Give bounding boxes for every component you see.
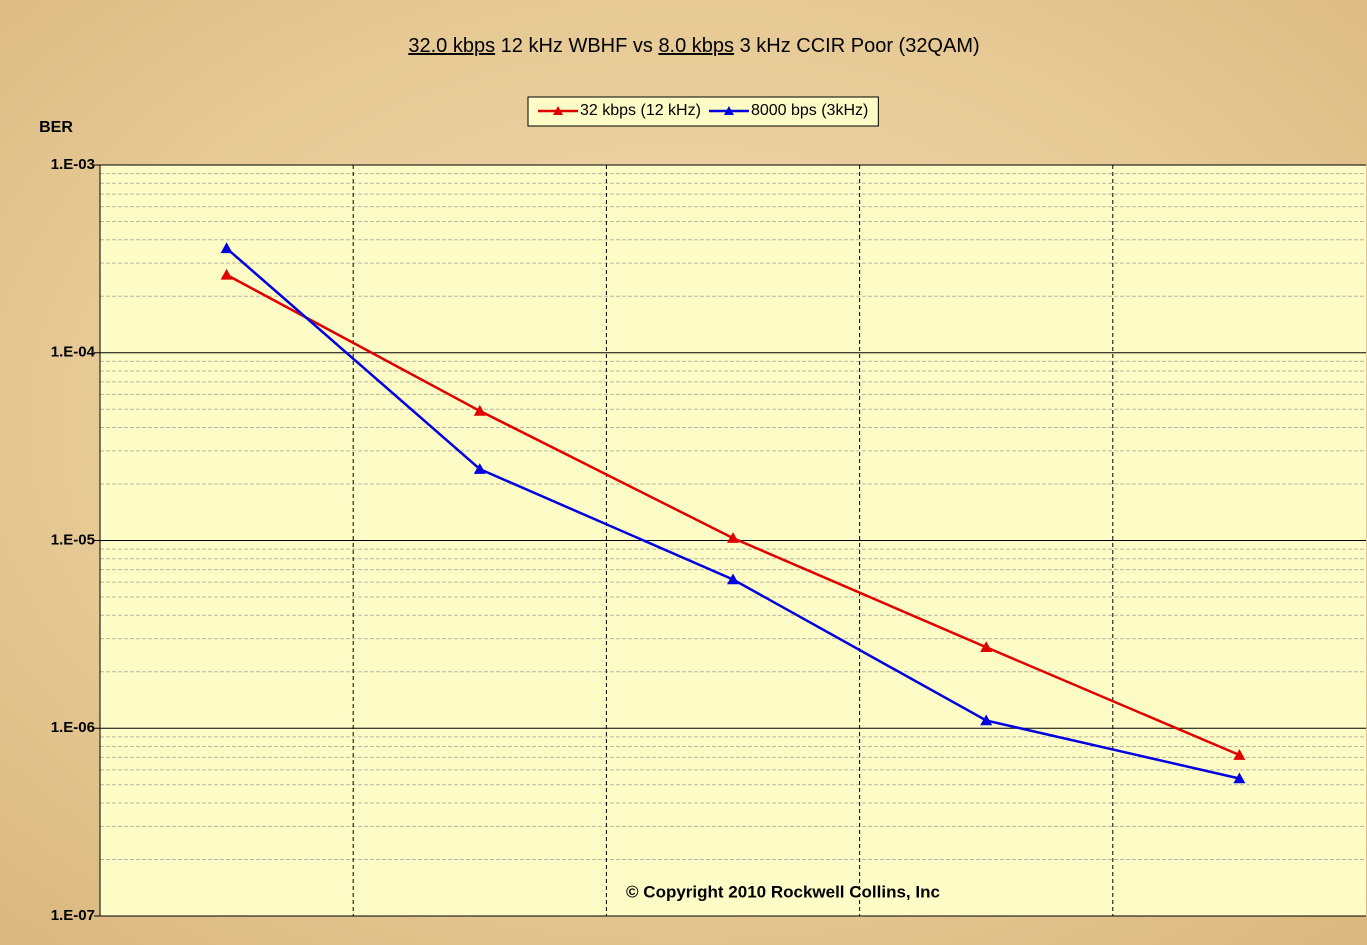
legend-box xyxy=(527,96,879,127)
marker xyxy=(473,463,486,474)
y-tick-label: 1.E-04 xyxy=(51,344,96,361)
title-part: 3 kHz CCIR Poor (32QAM) xyxy=(734,35,980,57)
y-tick-label: 1.E-06 xyxy=(51,719,95,736)
chart-title: 32.0 kbps 12 kHz WBHF vs 8.0 kbps 3 kHz … xyxy=(408,35,979,57)
legend-marker xyxy=(723,106,734,115)
title-part: 12 kHz WBHF vs xyxy=(495,35,658,57)
legend: 32 kbps (12 kHz) 8000 bps (3kHz) xyxy=(527,96,879,127)
legend-label: 8000 bps (3kHz) xyxy=(751,102,868,119)
legend-label: 32 kbps (12 kHz) xyxy=(580,102,701,119)
marker xyxy=(220,268,233,280)
legend-marker xyxy=(553,106,563,115)
marker xyxy=(727,532,739,543)
y-tick-label: 1.E-07 xyxy=(51,907,95,924)
title-part: 32.0 kbps xyxy=(408,35,495,57)
marker xyxy=(727,573,739,585)
y-tick-label: 1.E-05 xyxy=(51,531,95,548)
title-part: 8.0 kbps xyxy=(658,35,734,57)
marker xyxy=(1233,749,1246,760)
marker xyxy=(1233,772,1246,784)
y-axis-label: BER xyxy=(39,119,73,136)
annotation: © Copyright 2010 Rockwell Collins, Inc xyxy=(626,882,940,901)
marker xyxy=(220,242,233,254)
y-tick-label: 1.E-03 xyxy=(51,156,95,173)
marker xyxy=(980,714,993,726)
marker xyxy=(980,641,993,653)
marker xyxy=(473,404,486,416)
